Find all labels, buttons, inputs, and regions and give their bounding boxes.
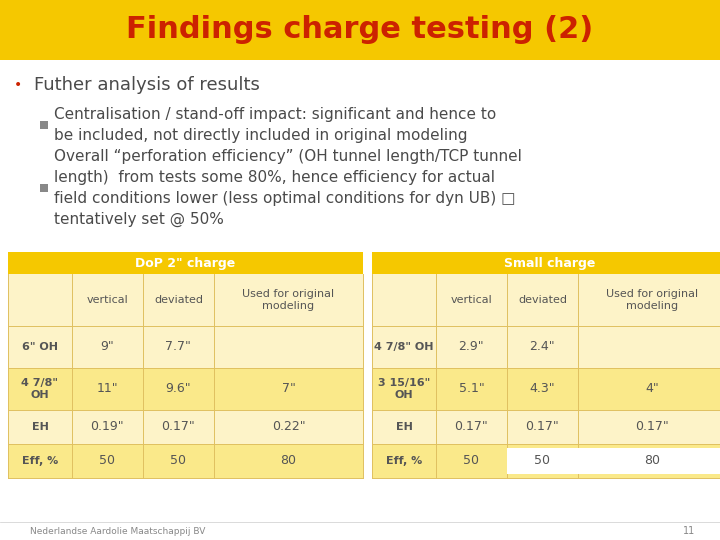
Text: vertical: vertical: [451, 295, 492, 305]
FancyBboxPatch shape: [8, 410, 363, 444]
Text: 2.9": 2.9": [459, 341, 485, 354]
Text: 50: 50: [534, 455, 550, 468]
Text: 0.17": 0.17": [526, 421, 559, 434]
Text: 80: 80: [644, 455, 660, 468]
Text: 11": 11": [96, 382, 118, 395]
FancyBboxPatch shape: [8, 444, 363, 478]
Text: 7": 7": [282, 382, 295, 395]
Text: 0.22": 0.22": [271, 421, 305, 434]
Text: Findings charge testing (2): Findings charge testing (2): [127, 16, 593, 44]
FancyBboxPatch shape: [8, 368, 363, 410]
Text: 50: 50: [171, 455, 186, 468]
Text: 9.6": 9.6": [166, 382, 192, 395]
Text: EH: EH: [32, 422, 48, 432]
Text: vertical: vertical: [86, 295, 128, 305]
Text: •: •: [14, 78, 22, 92]
Text: 9": 9": [101, 341, 114, 354]
Text: 50: 50: [534, 455, 550, 468]
FancyBboxPatch shape: [372, 252, 720, 274]
Text: 80: 80: [644, 455, 660, 468]
FancyBboxPatch shape: [372, 410, 720, 444]
Text: 11: 11: [683, 526, 695, 536]
Text: 50: 50: [464, 455, 480, 468]
Text: Eff, %: Eff, %: [22, 456, 58, 466]
Text: 2.4": 2.4": [530, 341, 555, 354]
Text: Nederlandse Aardolie Maatschappij BV: Nederlandse Aardolie Maatschappij BV: [30, 526, 205, 536]
Text: 4": 4": [646, 382, 660, 395]
Text: 0.17": 0.17": [636, 421, 670, 434]
Text: 0.17": 0.17": [454, 421, 488, 434]
Text: 6" OH: 6" OH: [22, 342, 58, 352]
FancyBboxPatch shape: [372, 368, 720, 410]
Text: Used for original
modeling: Used for original modeling: [606, 289, 698, 311]
Bar: [40, 184, 48, 192]
Text: 50: 50: [99, 455, 115, 468]
FancyBboxPatch shape: [8, 252, 363, 274]
Text: Used for original
modeling: Used for original modeling: [243, 289, 335, 311]
Text: 4.3": 4.3": [530, 382, 555, 395]
FancyBboxPatch shape: [8, 326, 363, 368]
Text: 3 15/16"
OH: 3 15/16" OH: [378, 378, 430, 400]
Text: EH: EH: [395, 422, 413, 432]
Text: Small charge: Small charge: [504, 256, 595, 269]
Text: deviated: deviated: [154, 295, 203, 305]
FancyBboxPatch shape: [507, 448, 720, 474]
FancyBboxPatch shape: [8, 252, 363, 470]
Text: DoP 2" charge: DoP 2" charge: [135, 256, 235, 269]
Text: 5.1": 5.1": [459, 382, 485, 395]
FancyBboxPatch shape: [372, 326, 720, 368]
Text: Futher analysis of results: Futher analysis of results: [34, 76, 260, 94]
Text: 4 7/8"
OH: 4 7/8" OH: [22, 378, 58, 400]
Text: deviated: deviated: [518, 295, 567, 305]
Text: 0.17": 0.17": [161, 421, 195, 434]
Bar: [40, 121, 48, 129]
Text: Overall “perforation efficiency” (OH tunnel length/TCP tunnel
length)  from test: Overall “perforation efficiency” (OH tun…: [54, 149, 522, 227]
Text: 80: 80: [281, 455, 297, 468]
Text: 0.19": 0.19": [91, 421, 125, 434]
Text: Eff, %: Eff, %: [386, 456, 422, 466]
FancyBboxPatch shape: [0, 0, 720, 60]
Text: Centralisation / stand-off impact: significant and hence to
be included, not dir: Centralisation / stand-off impact: signi…: [54, 107, 496, 143]
FancyBboxPatch shape: [372, 444, 720, 478]
Text: 4 7/8" OH: 4 7/8" OH: [374, 342, 433, 352]
Text: 7.7": 7.7": [166, 341, 192, 354]
FancyBboxPatch shape: [372, 252, 720, 470]
